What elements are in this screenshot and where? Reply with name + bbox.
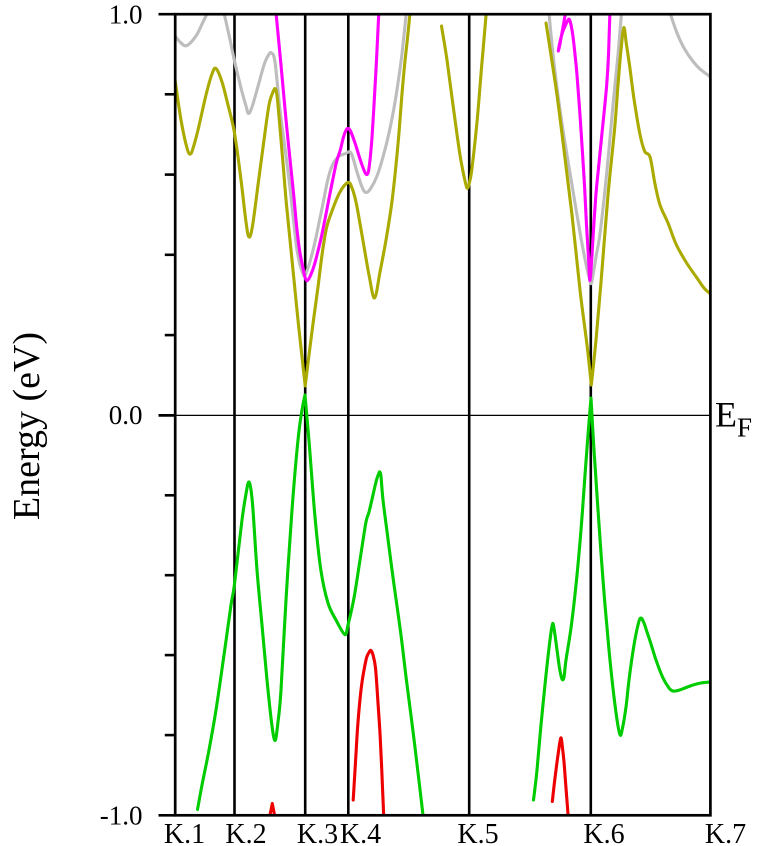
svg-text:K.7: K.7 <box>705 819 746 846</box>
svg-text:K.2: K.2 <box>225 819 266 846</box>
svg-text:0.0: 0.0 <box>109 400 143 430</box>
svg-text:K.3: K.3 <box>297 819 338 846</box>
svg-text:-1.0: -1.0 <box>100 801 143 831</box>
svg-text:1.0: 1.0 <box>109 0 143 30</box>
svg-text:K.5: K.5 <box>457 819 498 846</box>
svg-text:K.1: K.1 <box>164 819 205 846</box>
svg-text:K.4: K.4 <box>340 819 381 846</box>
svg-text:K.6: K.6 <box>583 819 624 846</box>
svg-text:Energy (eV): Energy (eV) <box>6 332 48 520</box>
